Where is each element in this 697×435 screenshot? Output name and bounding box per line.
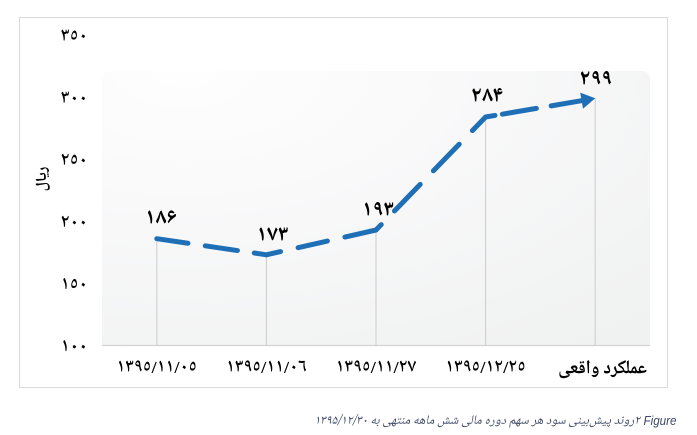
svg-text:Figure: Figure [644, 414, 677, 428]
